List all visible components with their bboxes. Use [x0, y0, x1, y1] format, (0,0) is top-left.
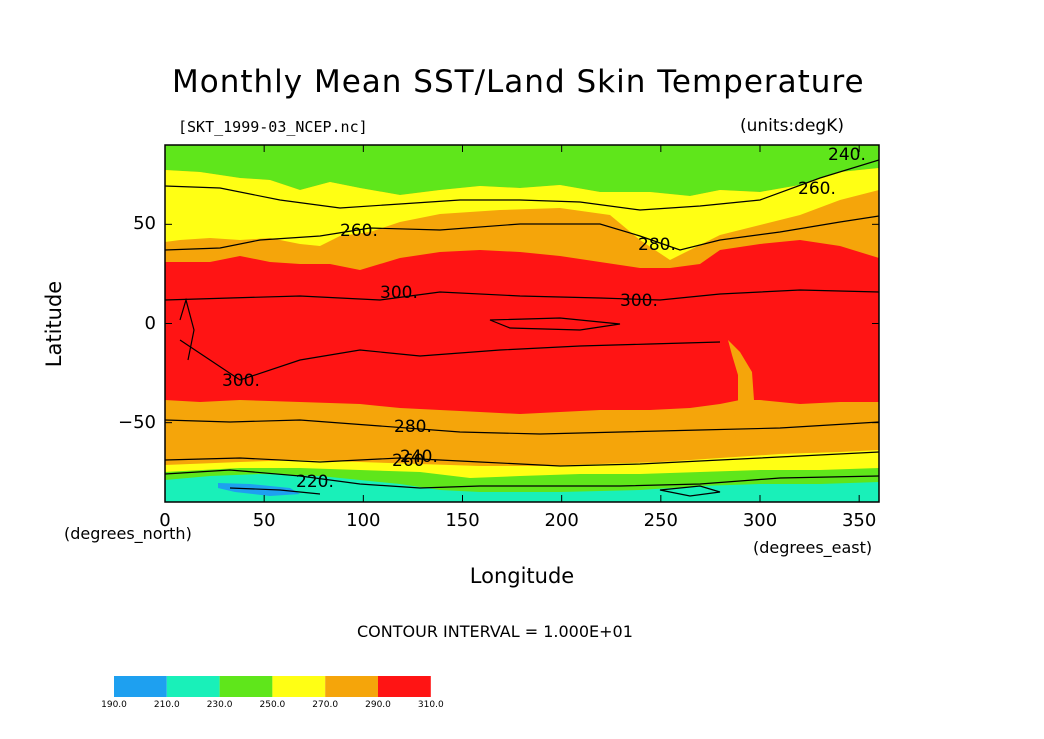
units-label: (units:degK) — [740, 116, 844, 136]
x-tick-label: 350 — [841, 510, 877, 531]
x-tick-label: 100 — [346, 510, 381, 531]
contour-label: 280. — [638, 235, 676, 255]
y-tick-marks — [165, 223, 879, 424]
contour-lines — [165, 159, 879, 497]
colorbar-swatch — [272, 676, 326, 697]
colorbar-swatch — [378, 676, 431, 697]
arctic-green — [165, 145, 879, 196]
latitude-unit-label: (degrees_north) — [64, 524, 192, 543]
colorbar-level-label: 210.0 — [153, 700, 180, 710]
x-tick-label: 50 — [252, 510, 276, 531]
colorbar — [114, 676, 431, 697]
x-axis-title: Longitude — [469, 564, 575, 588]
colorbar-swatch — [166, 676, 220, 697]
contour-label: 240. — [828, 145, 866, 165]
colorbar-swatch — [114, 676, 167, 697]
chart-title: Monthly Mean SST/Land Skin Temperature — [172, 64, 865, 100]
x-tick-label: 0 — [159, 510, 171, 531]
y-tick-label: 0 — [144, 312, 156, 334]
temperature-field — [165, 145, 879, 502]
contour-label: 260 — [392, 451, 424, 471]
x-tick-label: 150 — [445, 510, 480, 531]
contour-label-layer: 240.260.260.280.300. 300.300.280.260240.2… — [222, 145, 866, 492]
colorbar-level-label: 190.0 — [101, 700, 127, 710]
colorbar-level-label: 230.0 — [206, 700, 233, 710]
y-tick-label: −50 — [118, 411, 156, 433]
colorbar-level-label: 290.0 — [365, 700, 391, 710]
x-tick-marks — [164, 145, 860, 502]
colorbar-swatch — [325, 676, 378, 697]
contour-label: 300. — [620, 291, 658, 311]
contour-label: 280. — [394, 417, 432, 437]
x-tick-label: 300 — [742, 510, 778, 531]
colorbar-level-label: 270.0 — [312, 700, 339, 710]
tropical-red — [165, 240, 879, 414]
contour-label: 260. — [340, 221, 378, 241]
andes-orange — [728, 340, 754, 438]
x-tick-label: 250 — [643, 510, 679, 531]
dataset-filename: [SKT_1999-03_NCEP.nc] — [178, 118, 368, 136]
contour-label: 240. — [400, 447, 438, 467]
y-tick-label: 50 — [133, 213, 156, 235]
contour-label: 260. — [798, 179, 836, 199]
x-tick-label: 200 — [544, 510, 579, 531]
contour-interval-text: CONTOUR INTERVAL = 1.000E+01 — [357, 622, 633, 641]
contour-label: 220. — [296, 472, 334, 492]
contour-label: 300. — [222, 371, 260, 391]
northern-yellow — [165, 168, 879, 260]
colorbar-swatch — [219, 676, 273, 697]
colorbar-level-label: 250.0 — [259, 700, 286, 710]
longitude-unit-label: (degrees_east) — [753, 538, 873, 557]
colorbar-level-label: 310.0 — [417, 700, 444, 710]
contour-label: 300. — [380, 283, 418, 303]
